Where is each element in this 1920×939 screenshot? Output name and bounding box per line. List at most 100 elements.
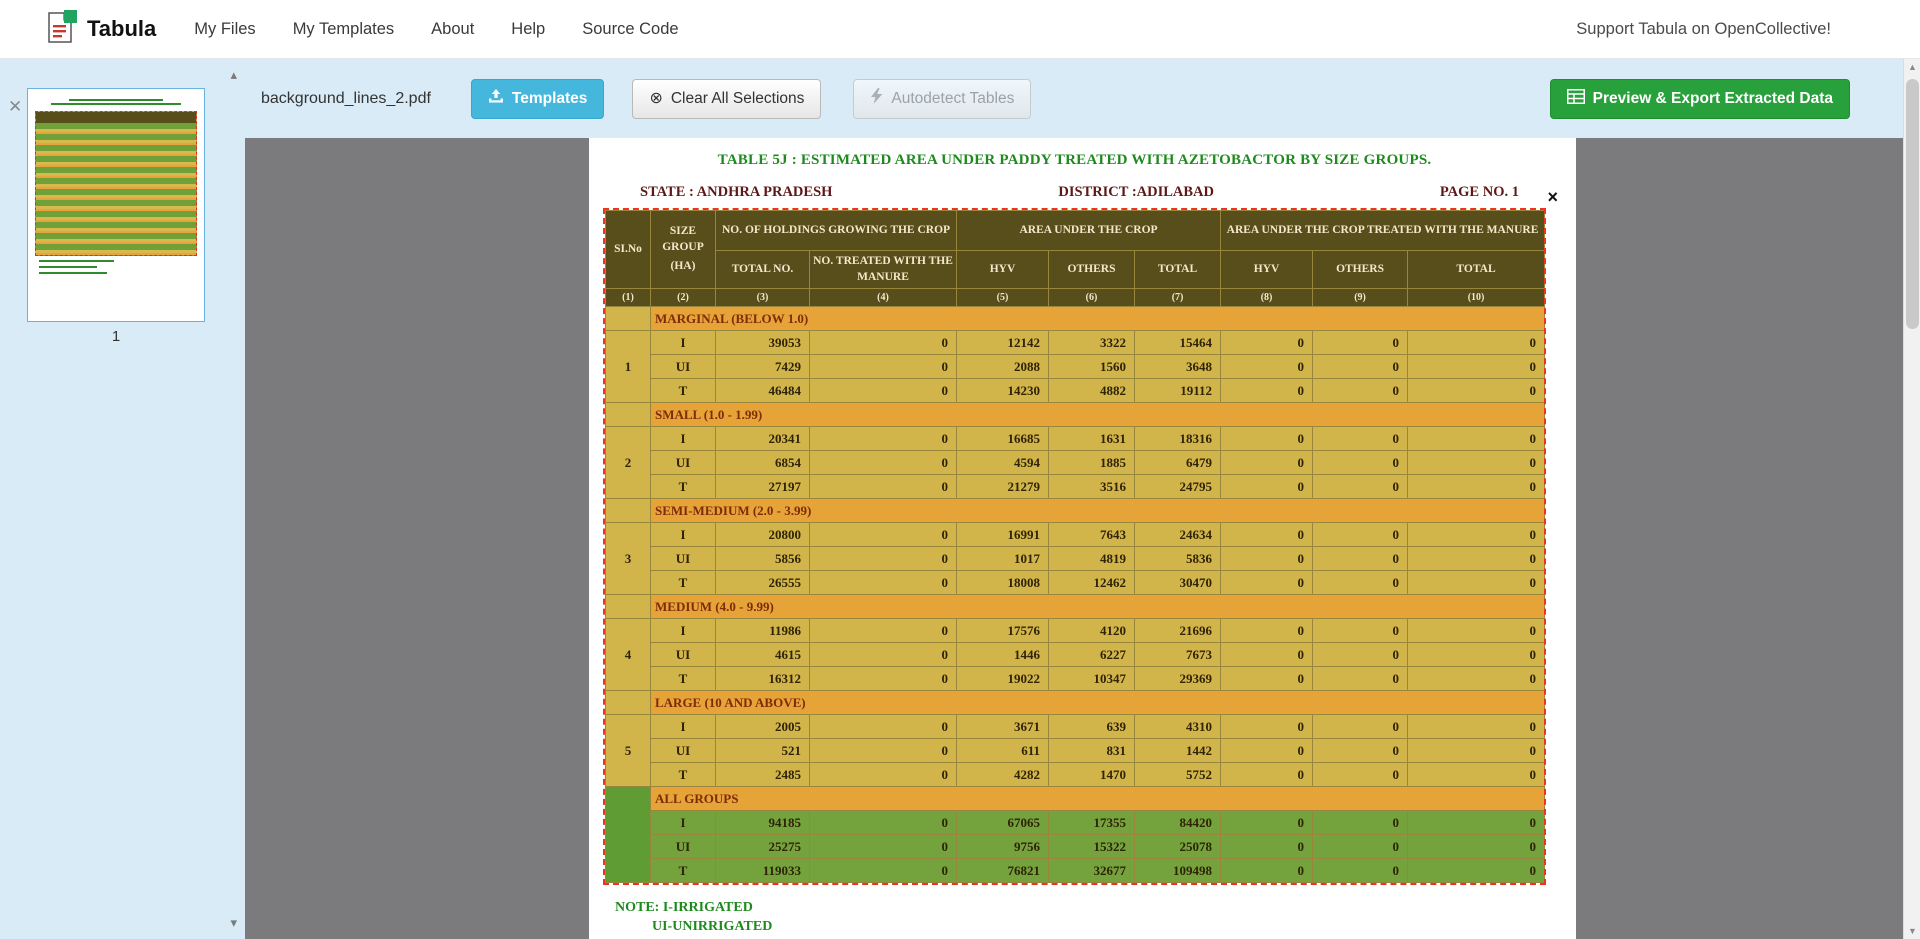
scrollbar-down-arrow[interactable]: ▼: [1908, 926, 1917, 936]
value-cell: 0: [1407, 450, 1546, 475]
thumbnail-table-image: [35, 111, 197, 256]
table-row: UI 4615 0 1446 6227 7673 0 0 0: [606, 642, 1546, 667]
value-cell: 0: [808, 762, 958, 787]
value-cell: 0: [1407, 546, 1546, 571]
autodetect-tables-button[interactable]: Autodetect Tables: [853, 78, 1032, 119]
value-cell: 4615: [715, 642, 810, 667]
page-thumbnail[interactable]: [27, 88, 205, 322]
remove-selection-button[interactable]: ×: [1547, 187, 1558, 207]
value-cell: 2088: [956, 354, 1050, 379]
sidebar-scroll-up-icon[interactable]: ▴: [230, 67, 237, 82]
row-label-cell: T: [650, 474, 716, 499]
value-cell: 0: [1407, 354, 1546, 379]
value-cell: 831: [1048, 738, 1136, 763]
value-cell: 0: [1312, 330, 1409, 355]
table-row: T 2485 0 4282 1470 5752 0 0 0: [606, 762, 1546, 787]
templates-button[interactable]: Templates: [470, 78, 605, 119]
col-number: (8): [1220, 288, 1314, 307]
row-label-cell: UI: [650, 738, 716, 763]
value-cell: 1446: [956, 642, 1050, 667]
value-cell: 7673: [1134, 642, 1222, 667]
group-name-cell: MARGINAL (BELOW 1.0): [649, 306, 1546, 331]
scrollbar-up-arrow[interactable]: ▲: [1908, 62, 1917, 72]
col-number: (1): [605, 288, 651, 307]
table-row: UI 25275 0 9756 15322 25078 0 0 0: [606, 834, 1546, 859]
table-row: T 46484 0 14230 4882 19112 0 0 0: [606, 378, 1546, 403]
scrollbar-track[interactable]: ▲ ▼: [1903, 59, 1920, 939]
value-cell: 3322: [1048, 330, 1136, 355]
value-cell: 15322: [1048, 834, 1136, 859]
slno-cell: [605, 690, 651, 715]
nav-item-my-templates[interactable]: My Templates: [292, 19, 395, 38]
value-cell: 0: [1407, 642, 1546, 667]
preview-export-button[interactable]: Preview & Export Extracted Data: [1549, 78, 1850, 119]
remove-page-button[interactable]: ✕: [8, 97, 23, 116]
value-cell: 1442: [1134, 738, 1222, 763]
value-cell: 4282: [956, 762, 1050, 787]
table-row: I 94185 0 67065 17355 84420 0 0 0: [606, 810, 1546, 835]
value-cell: 0: [1407, 858, 1546, 883]
value-cell: 0: [808, 474, 958, 499]
table-row: 1 I 39053 0 12142 3322 15464 0 0 0: [605, 330, 1546, 403]
value-cell: 6854: [715, 450, 810, 475]
value-cell: 0: [1407, 618, 1546, 643]
value-cell: 0: [808, 354, 958, 379]
value-cell: 0: [1312, 354, 1409, 379]
value-cell: 0: [1220, 666, 1314, 691]
nav-item-about[interactable]: About: [431, 19, 475, 38]
value-cell: 27197: [715, 474, 810, 499]
value-cell: 17576: [956, 618, 1050, 643]
thumbnail-note-line: [39, 260, 114, 262]
upload-icon: [488, 88, 504, 109]
value-cell: 0: [1407, 762, 1546, 787]
value-cell: 1631: [1048, 426, 1136, 451]
col-number: (3): [715, 288, 810, 307]
nav-item-my-files[interactable]: My Files: [194, 19, 256, 38]
brand[interactable]: Tabula: [47, 9, 157, 49]
col-header-size-group: SIZE GROUP (HA): [650, 210, 716, 289]
value-cell: 0: [1220, 714, 1314, 739]
slno-cell: [605, 402, 651, 427]
brand-title: Tabula: [87, 16, 157, 41]
value-cell: 76821: [956, 858, 1050, 883]
value-cell: 4882: [1048, 378, 1136, 403]
row-label-cell: I: [650, 714, 716, 739]
pdf-page[interactable]: TABLE 5J : ESTIMATED AREA UNDER PADDY TR…: [589, 138, 1576, 939]
value-cell: 0: [1312, 810, 1409, 835]
value-cell: 639: [1048, 714, 1136, 739]
value-cell: 0: [808, 570, 958, 595]
value-cell: 611: [956, 738, 1050, 763]
table-row: 4 I 11986 0 17576 4120 21696 0 0 0: [605, 618, 1546, 691]
value-cell: 0: [1220, 570, 1314, 595]
value-cell: 14230: [956, 378, 1050, 403]
value-cell: 0: [808, 738, 958, 763]
table-grid-icon: [1566, 88, 1585, 109]
table-row: T 27197 0 21279 3516 24795 0 0 0: [606, 474, 1546, 499]
value-cell: 0: [1312, 546, 1409, 571]
value-cell: 3671: [956, 714, 1050, 739]
value-cell: 0: [1220, 762, 1314, 787]
value-cell: 0: [1312, 642, 1409, 667]
value-cell: 0: [1312, 666, 1409, 691]
table-row: UI 5856 0 1017 4819 5836 0 0 0: [606, 546, 1546, 571]
col-header-slno: SI.No: [605, 210, 651, 289]
value-cell: 0: [1312, 738, 1409, 763]
value-cell: 3648: [1134, 354, 1222, 379]
clear-all-selections-button[interactable]: ⊗ Clear All Selections: [632, 78, 822, 119]
lightning-bolt-icon: [870, 88, 883, 109]
value-cell: 5856: [715, 546, 810, 571]
nav-item-help[interactable]: Help: [511, 19, 546, 38]
group-name-cell: MEDIUM (4.0 - 9.99): [649, 594, 1546, 619]
group-name-cell: SMALL (1.0 - 1.99): [649, 402, 1546, 427]
value-cell: 17355: [1048, 810, 1136, 835]
opencollective-link[interactable]: Support Tabula on OpenCollective!: [1576, 19, 1831, 38]
toolbar: background_lines_2.pdf Templates ⊗ Clear…: [245, 59, 1920, 138]
nav-item-source-code[interactable]: Source Code: [582, 19, 679, 38]
value-cell: 0: [1407, 522, 1546, 547]
scrollbar-thumb[interactable]: [1906, 79, 1919, 329]
col-header-others-2: OTHERS: [1312, 250, 1409, 289]
col-number: (2): [650, 288, 716, 307]
col-header-area-treated: AREA UNDER THE CROP TREATED WITH THE MAN…: [1220, 210, 1546, 251]
value-cell: 6227: [1048, 642, 1136, 667]
sidebar-scroll-down-icon[interactable]: ▾: [230, 915, 237, 930]
